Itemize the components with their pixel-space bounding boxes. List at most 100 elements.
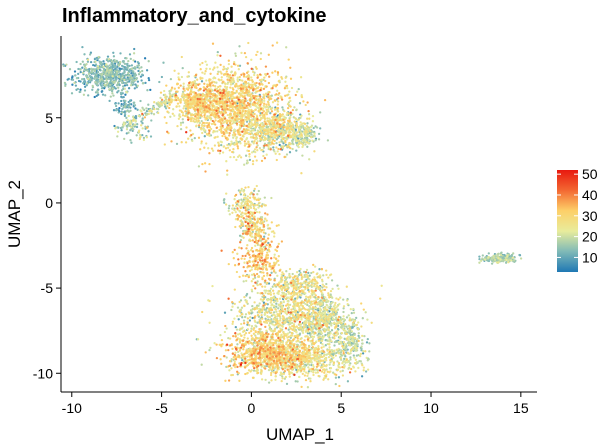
data-point (258, 147, 262, 150)
data-point (101, 89, 104, 93)
data-point (130, 64, 134, 67)
data-point (113, 124, 116, 128)
data-point (355, 341, 358, 344)
data-point (115, 108, 118, 112)
data-point (100, 76, 103, 79)
data-point (235, 139, 238, 142)
data-point (303, 139, 306, 142)
data-point (179, 121, 183, 125)
data-point (93, 95, 96, 99)
data-point (242, 319, 246, 322)
data-point (123, 114, 127, 118)
data-point (97, 55, 100, 59)
data-point (141, 69, 144, 73)
data-point (302, 270, 306, 274)
data-point (234, 204, 238, 208)
data-point (106, 82, 109, 85)
data-point (231, 322, 234, 326)
data-point (223, 330, 227, 334)
data-point (346, 303, 349, 306)
data-point (95, 76, 98, 80)
data-point (212, 102, 215, 105)
data-point (120, 77, 123, 80)
data-point (201, 92, 205, 96)
data-point (263, 311, 267, 314)
data-point (305, 371, 308, 374)
data-point (208, 67, 212, 71)
data-point (315, 354, 319, 357)
data-point (233, 360, 236, 364)
data-point (125, 74, 128, 77)
data-point (110, 77, 113, 81)
data-point (291, 272, 294, 276)
data-point (94, 57, 97, 60)
data-point (499, 253, 503, 257)
data-point (364, 370, 368, 373)
data-point (108, 99, 111, 103)
data-point (281, 308, 284, 311)
data-point (481, 254, 484, 257)
data-point (89, 78, 92, 81)
data-point (96, 57, 99, 61)
data-point (126, 78, 129, 81)
data-point (134, 115, 138, 119)
data-point (315, 368, 318, 371)
data-point (328, 363, 331, 366)
data-point (226, 67, 230, 70)
data-point (319, 111, 322, 114)
data-point (110, 65, 113, 69)
data-point (355, 346, 359, 350)
data-point (86, 60, 90, 63)
data-point (239, 238, 243, 242)
data-point (360, 349, 363, 352)
data-point (380, 284, 383, 287)
data-point (297, 137, 300, 140)
data-point (250, 327, 253, 330)
data-point (311, 139, 314, 142)
data-point (188, 86, 191, 90)
data-point (302, 322, 305, 325)
data-point (298, 126, 301, 130)
data-point (182, 107, 185, 110)
data-point (368, 350, 371, 353)
data-point (287, 291, 290, 294)
data-point (241, 79, 244, 82)
data-point (266, 223, 270, 227)
data-point (320, 339, 324, 343)
data-point (484, 256, 487, 259)
data-point (282, 133, 285, 137)
data-point (175, 142, 179, 146)
data-point (136, 60, 140, 64)
data-point (338, 342, 341, 346)
data-point (249, 136, 253, 139)
data-point (350, 311, 353, 315)
data-point (333, 350, 336, 353)
data-point (297, 118, 301, 121)
data-point (118, 106, 121, 110)
data-point (136, 80, 140, 83)
data-point (355, 339, 359, 343)
data-point (231, 207, 234, 210)
data-point (310, 285, 313, 289)
data-point (157, 111, 160, 115)
data-point (312, 365, 315, 369)
data-point (248, 296, 252, 299)
data-point (289, 336, 292, 339)
data-point (120, 104, 123, 108)
data-point (327, 306, 330, 309)
data-point (109, 95, 112, 98)
data-point (307, 312, 310, 315)
data-point (310, 133, 313, 136)
data-point (158, 80, 161, 84)
data-point (337, 340, 340, 344)
data-point (497, 261, 500, 264)
data-point (79, 90, 82, 94)
data-point (252, 129, 255, 132)
data-point (238, 332, 242, 335)
data-point (317, 345, 320, 348)
data-point (497, 257, 500, 260)
data-point (127, 69, 131, 72)
data-point (225, 327, 228, 330)
data-point (269, 137, 272, 140)
data-point (292, 129, 296, 133)
